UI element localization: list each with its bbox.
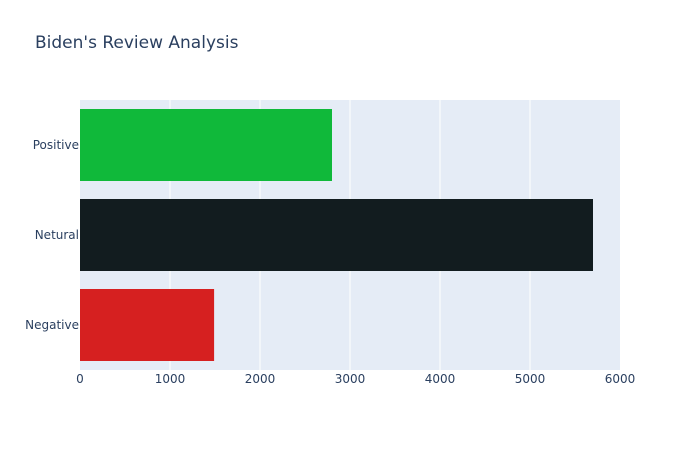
y-axis-ticks: Negative Netural Positive [25, 138, 79, 332]
x-tick-label: 4000 [425, 372, 456, 386]
bars [80, 109, 593, 361]
y-tick-label: Negative [25, 318, 79, 332]
x-tick-label: 3000 [335, 372, 366, 386]
x-tick-label: 6000 [605, 372, 636, 386]
chart-title: Biden's Review Analysis [35, 33, 239, 53]
x-tick-label: 5000 [515, 372, 546, 386]
y-tick-label: Netural [35, 228, 79, 242]
x-tick-label: 2000 [245, 372, 276, 386]
x-tick-label: 0 [76, 372, 84, 386]
x-tick-label: 1000 [155, 372, 186, 386]
x-axis-ticks: 0 1000 2000 3000 4000 5000 6000 [76, 372, 635, 386]
y-tick-label: Positive [33, 138, 79, 152]
bar-negative[interactable] [80, 289, 215, 361]
bar-netural[interactable] [80, 199, 593, 271]
bar-positive[interactable] [80, 109, 332, 181]
